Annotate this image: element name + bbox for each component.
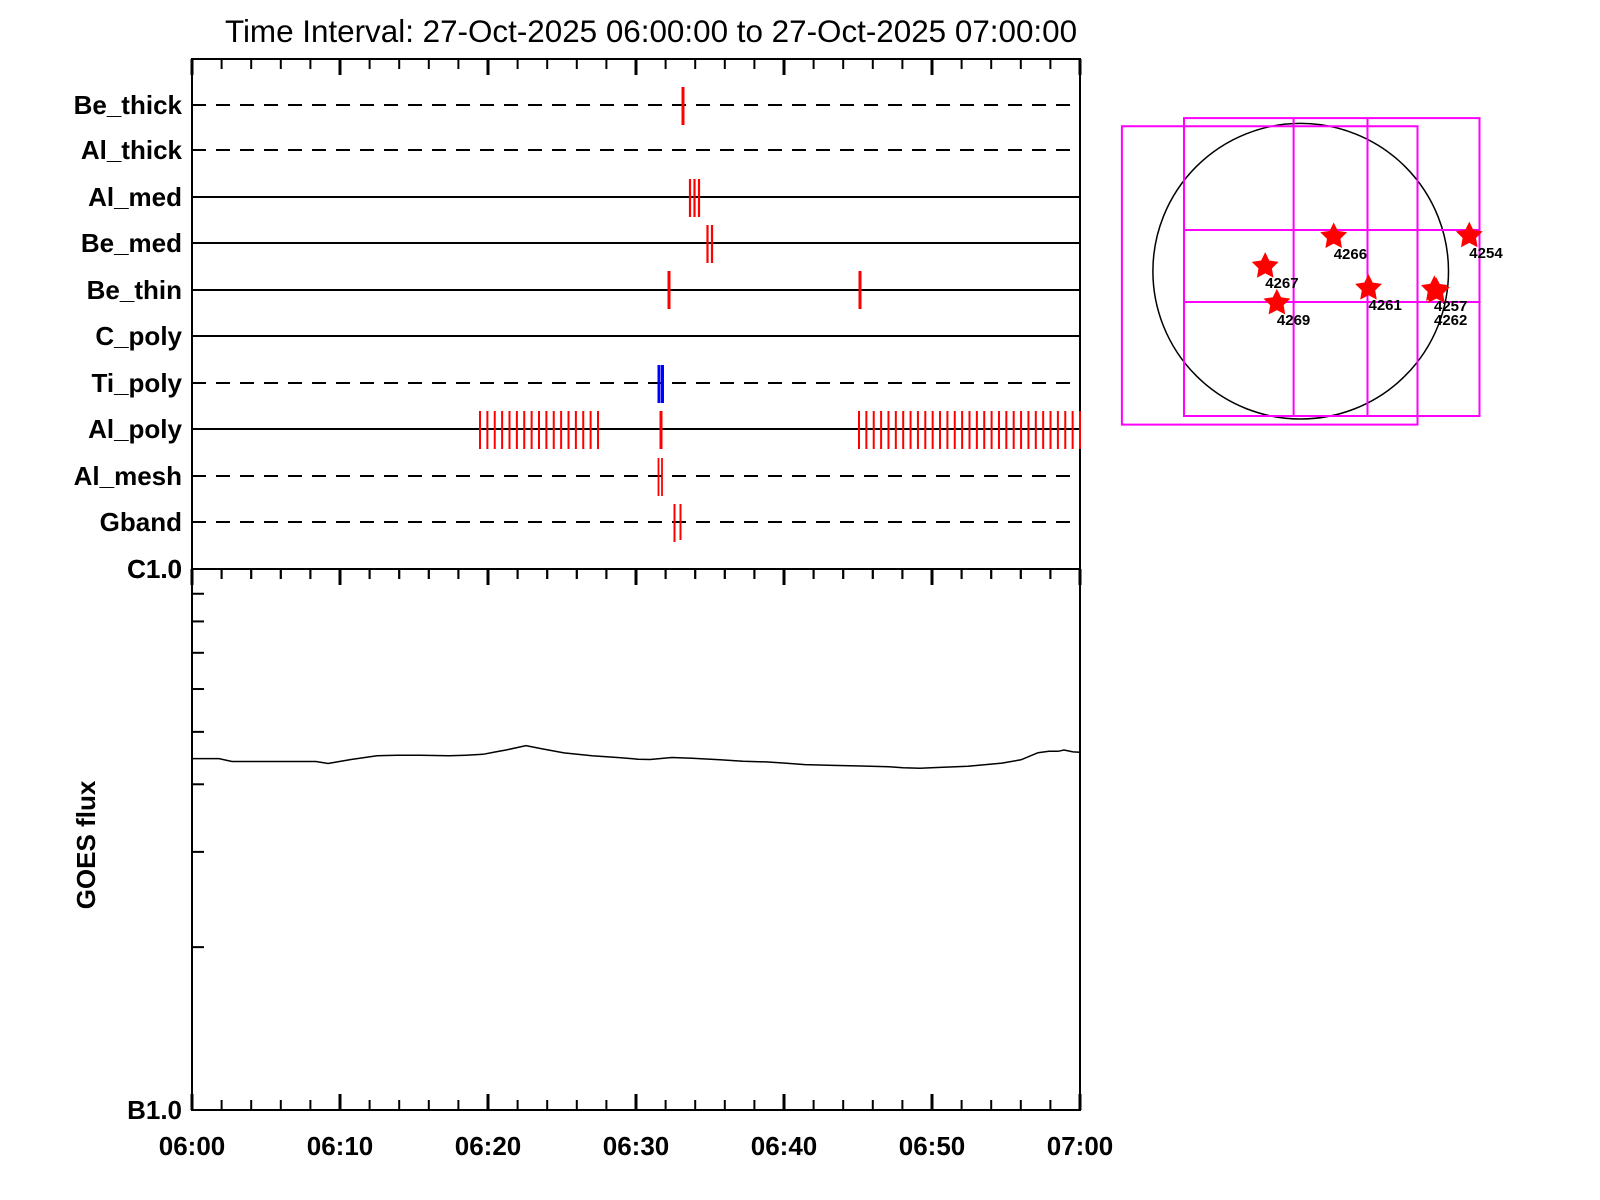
svg-text:GOES flux: GOES flux bbox=[71, 780, 101, 909]
svg-text:07:00: 07:00 bbox=[1047, 1131, 1114, 1161]
svg-text:06:30: 06:30 bbox=[603, 1131, 670, 1161]
svg-text:B1.0: B1.0 bbox=[127, 1095, 182, 1125]
svg-text:4262: 4262 bbox=[1434, 312, 1467, 329]
svg-text:Al_poly: Al_poly bbox=[88, 414, 182, 444]
svg-text:4266: 4266 bbox=[1334, 246, 1367, 263]
svg-text:C_poly: C_poly bbox=[95, 321, 182, 351]
svg-text:Gband: Gband bbox=[100, 507, 182, 537]
svg-text:4254: 4254 bbox=[1469, 245, 1503, 262]
svg-text:06:20: 06:20 bbox=[455, 1131, 522, 1161]
svg-text:4267: 4267 bbox=[1265, 275, 1298, 292]
svg-text:06:40: 06:40 bbox=[751, 1131, 818, 1161]
svg-text:06:10: 06:10 bbox=[307, 1131, 374, 1161]
svg-text:Al_thick: Al_thick bbox=[81, 135, 183, 165]
svg-text:Be_med: Be_med bbox=[81, 228, 182, 258]
svg-text:Be_thick: Be_thick bbox=[74, 90, 183, 120]
svg-text:06:50: 06:50 bbox=[899, 1131, 966, 1161]
svg-text:4269: 4269 bbox=[1277, 312, 1310, 329]
svg-text:Ti_poly: Ti_poly bbox=[91, 368, 182, 398]
svg-text:Al_mesh: Al_mesh bbox=[74, 461, 182, 491]
svg-text:C1.0: C1.0 bbox=[127, 554, 182, 584]
svg-text:4261: 4261 bbox=[1369, 297, 1402, 314]
svg-text:Be_thin: Be_thin bbox=[87, 275, 182, 305]
svg-text:Time Interval: 27-Oct-2025 06:: Time Interval: 27-Oct-2025 06:00:00 to 2… bbox=[225, 14, 1077, 49]
svg-text:Al_med: Al_med bbox=[88, 182, 182, 212]
svg-text:06:00: 06:00 bbox=[159, 1131, 226, 1161]
